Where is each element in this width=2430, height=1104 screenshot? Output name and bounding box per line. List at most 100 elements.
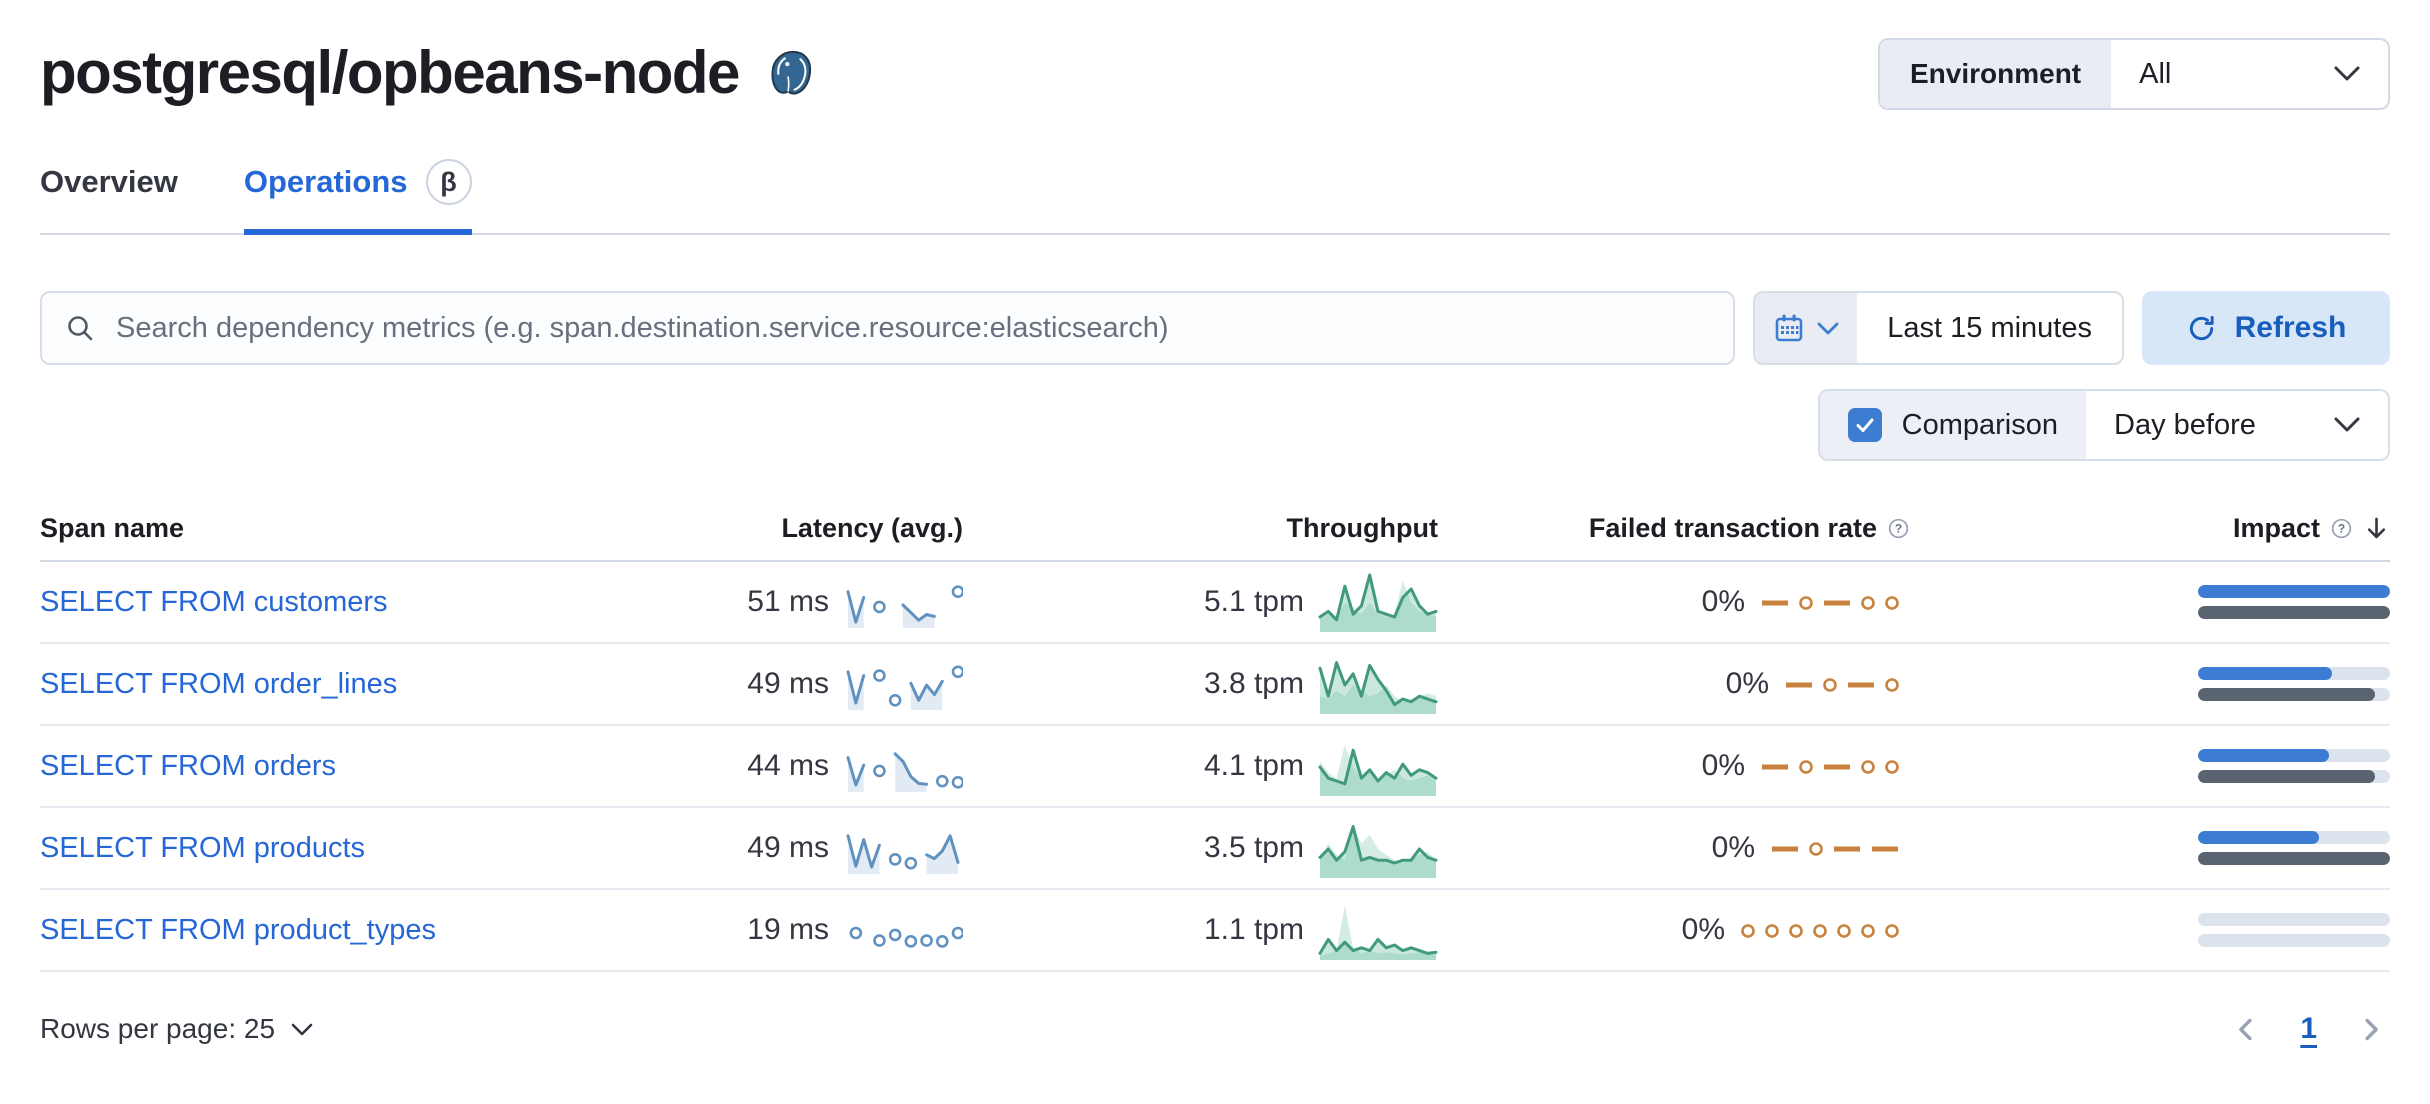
impact-bar-current [2198, 749, 2329, 762]
impact-bar-previous [2198, 606, 2390, 619]
throughput-sparkline [1318, 744, 1438, 796]
chevron-right-icon [2365, 1018, 2378, 1040]
comparison-select[interactable]: Day before [2086, 391, 2388, 459]
calendar-icon [1775, 314, 1803, 342]
impact-bar-previous [2198, 688, 2375, 701]
comparison-label: Comparison [1901, 408, 2058, 441]
question-in-circle-icon: ? [1888, 518, 1909, 539]
chevron-down-icon [2334, 417, 2360, 432]
tab-overview[interactable]: Overview [40, 159, 178, 235]
throughput-value: 3.8 tpm [1203, 667, 1304, 700]
rows-per-page-label: Rows per page: 25 [40, 1013, 276, 1044]
search-input[interactable] [114, 310, 1712, 346]
time-range-value[interactable]: Last 15 minutes [1857, 293, 2122, 363]
span-name-header-label: Span name [40, 513, 185, 543]
tab-bar: Overview Operations β [40, 159, 2390, 235]
column-header-span-name[interactable]: Span name [40, 513, 623, 544]
span-name-link[interactable]: SELECT FROM products [40, 831, 366, 864]
table-header: Span name Latency (avg.) Throughput Fail… [40, 513, 2390, 562]
sort-descending-arrow-icon [2367, 517, 2386, 539]
failed-rate-sparkline [1762, 596, 1899, 610]
next-page-button[interactable] [2357, 1016, 2384, 1043]
throughput-sparkline [1318, 573, 1438, 632]
svg-text:?: ? [1895, 522, 1902, 536]
comparison-control: Comparison Day before [1817, 389, 2390, 461]
refresh-label: Refresh [2234, 311, 2347, 344]
throughput-sparkline [1318, 825, 1438, 878]
toolbar: Last 15 minutes Refresh [40, 291, 2390, 365]
column-header-throughput[interactable]: Throughput [963, 513, 1438, 544]
chevron-down-icon [291, 1023, 313, 1035]
beta-badge: β [425, 159, 472, 205]
latency-header-label: Latency (avg.) [781, 513, 963, 543]
table-row: SELECT FROM customers 51 ms 5.1 tpm 0% [40, 562, 2390, 644]
chevron-left-icon [2239, 1018, 2252, 1040]
impact-track-current [2198, 913, 2390, 926]
environment-label: Environment [1880, 40, 2112, 108]
impact-bar-current [2198, 667, 2333, 680]
impact-bar-previous [2198, 852, 2390, 865]
refresh-button[interactable]: Refresh [2142, 291, 2390, 365]
previous-page-button[interactable] [2233, 1016, 2260, 1043]
check-icon [1856, 418, 1874, 432]
latency-value: 44 ms [747, 749, 829, 782]
time-range-label: Last 15 minutes [1887, 311, 2092, 344]
table-row: SELECT FROM product_types 19 ms 1.1 tpm … [40, 890, 2390, 972]
column-header-impact[interactable]: Impact ? [1910, 513, 2390, 544]
rows-per-page-button[interactable]: Rows per page: 25 [40, 1013, 313, 1045]
page-number[interactable]: 1 [2300, 1012, 2317, 1045]
failed-rate-sparkline [1741, 924, 1899, 938]
latency-value: 19 ms [747, 913, 829, 946]
table-footer: Rows per page: 25 1 [40, 1012, 2390, 1046]
latency-sparkline [846, 752, 963, 792]
column-header-failed-rate[interactable]: Failed transaction rate ? [1438, 513, 1910, 544]
page-header: postgresql/opbeans-node [40, 38, 2390, 107]
impact-track-previous [2198, 934, 2390, 947]
impact-bar-current [2198, 831, 2319, 844]
impact-bars [2198, 667, 2390, 701]
question-in-circle-icon: ? [2331, 518, 2352, 539]
tab-operations[interactable]: Operations β [243, 159, 472, 235]
impact-bars [2198, 831, 2390, 865]
throughput-header-label: Throughput [1286, 513, 1438, 543]
latency-sparkline [846, 585, 963, 628]
latency-sparkline [846, 834, 960, 874]
impact-track-current [2198, 585, 2390, 598]
impact-track-current [2198, 831, 2390, 844]
comparison-value: Day before [2114, 408, 2256, 441]
latency-value: 49 ms [747, 831, 829, 864]
failed-rate-value: 0% [1701, 585, 1745, 618]
chevron-down-icon [2334, 66, 2360, 81]
chevron-down-icon [1817, 322, 1839, 334]
latency-sparkline [846, 665, 963, 710]
column-header-latency[interactable]: Latency (avg.) [623, 513, 963, 544]
environment-value: All [2139, 57, 2172, 90]
tab-operations-label: Operations [243, 164, 408, 199]
search-box [40, 291, 1736, 365]
postgresql-logo-icon [771, 50, 811, 95]
failed-rate-sparkline [1762, 760, 1899, 774]
throughput-value: 3.5 tpm [1203, 831, 1304, 864]
span-name-link[interactable]: SELECT FROM customers [40, 585, 388, 618]
throughput-value: 5.1 tpm [1203, 585, 1304, 618]
environment-value-control[interactable]: All [2111, 40, 2388, 108]
span-name-link[interactable]: SELECT FROM product_types [40, 913, 436, 946]
impact-bars [2198, 913, 2390, 947]
comparison-checkbox[interactable] [1847, 408, 1882, 442]
impact-track-previous [2198, 606, 2390, 619]
impact-track-previous [2198, 770, 2390, 783]
comparison-row: Comparison Day before [40, 389, 2390, 461]
svg-text:?: ? [2338, 522, 2345, 536]
span-name-link[interactable]: SELECT FROM order_lines [40, 667, 398, 700]
time-range-picker: Last 15 minutes [1753, 291, 2124, 365]
throughput-sparkline [1318, 661, 1438, 714]
latency-value: 49 ms [747, 667, 829, 700]
environment-select[interactable]: Environment All [1878, 38, 2390, 110]
failed-rate-value: 0% [1701, 749, 1745, 782]
failed-rate-value: 0% [1681, 913, 1725, 946]
span-name-link[interactable]: SELECT FROM orders [40, 749, 336, 782]
table-row: SELECT FROM order_lines 49 ms 3.8 tpm 0% [40, 644, 2390, 726]
time-range-quick-select[interactable] [1755, 293, 1858, 363]
pagination: 1 [2233, 1012, 2390, 1046]
impact-bars [2198, 585, 2390, 619]
